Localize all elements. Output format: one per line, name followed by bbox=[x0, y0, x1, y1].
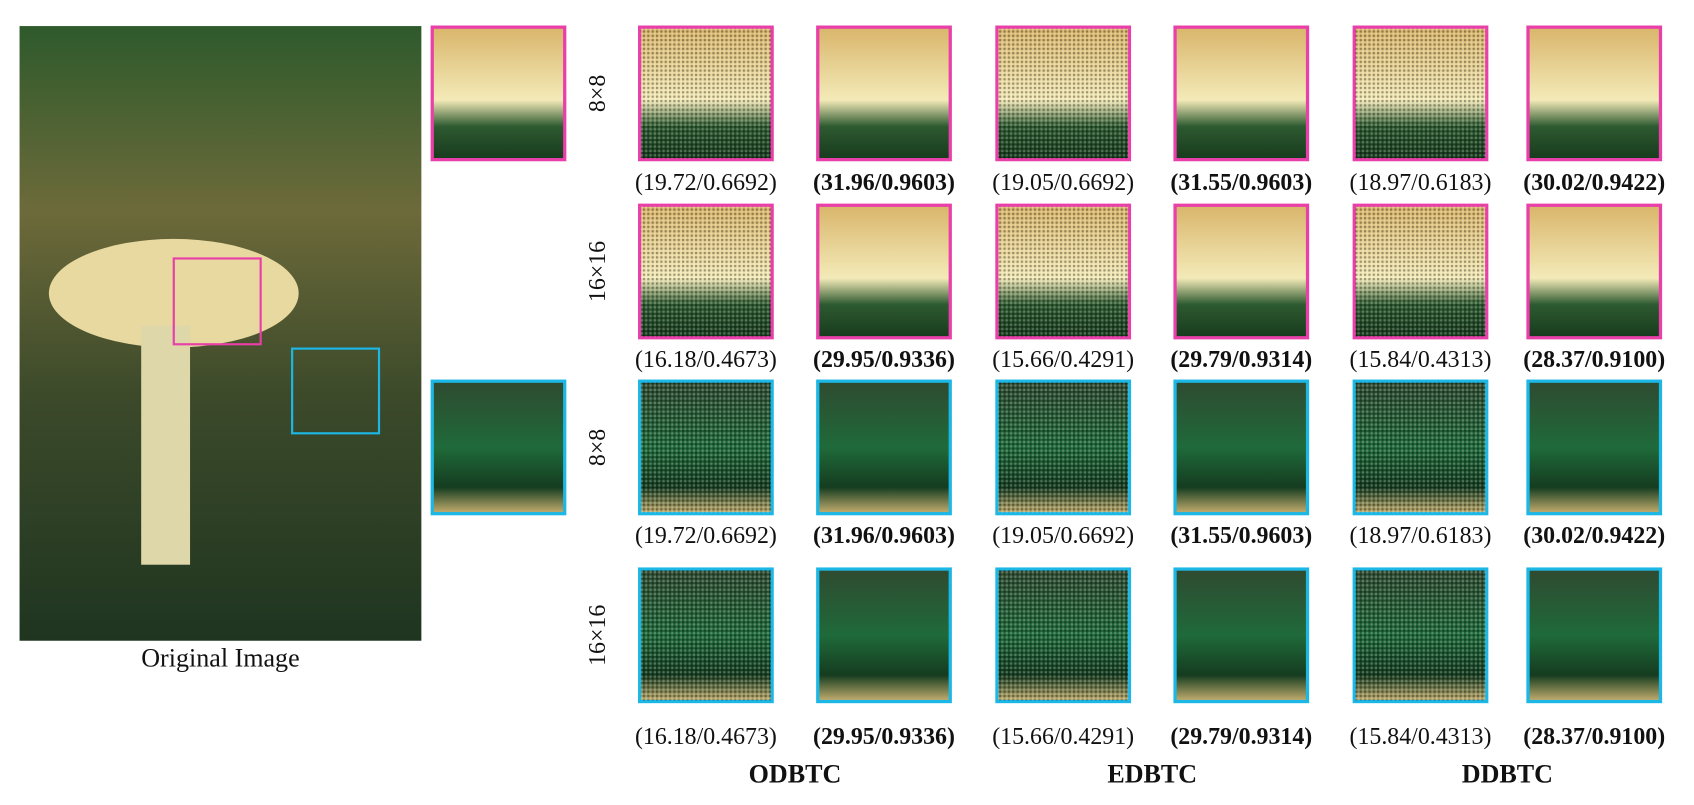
score: (30.02/0.9422) bbox=[1523, 523, 1665, 549]
score: (29.79/0.9314) bbox=[1170, 347, 1312, 373]
score: (29.79/0.9314) bbox=[1170, 724, 1312, 750]
score: (18.97/0.6183) bbox=[1350, 523, 1492, 549]
result-crop bbox=[816, 25, 952, 162]
score: (19.72/0.6692) bbox=[635, 170, 777, 196]
score: (16.18/0.4673) bbox=[635, 724, 777, 750]
result-crop bbox=[1526, 203, 1663, 340]
result-crop bbox=[1526, 379, 1663, 516]
result-crop bbox=[1173, 379, 1310, 516]
dither-texture bbox=[998, 382, 1129, 513]
score: (15.66/0.4291) bbox=[992, 724, 1134, 750]
dither-texture bbox=[998, 570, 1129, 701]
score: (15.84/0.4313) bbox=[1350, 724, 1492, 750]
result-crop bbox=[1173, 25, 1310, 162]
dither-texture bbox=[1355, 382, 1486, 513]
method-label: EDBTC bbox=[1107, 759, 1197, 788]
row-label: 8×8 bbox=[585, 75, 611, 112]
row-label: 8×8 bbox=[585, 429, 611, 466]
score: (31.55/0.9603) bbox=[1170, 170, 1312, 196]
score: (16.18/0.4673) bbox=[635, 347, 777, 373]
dither-texture bbox=[640, 570, 772, 701]
zoom-box bbox=[172, 257, 262, 346]
score: (19.72/0.6692) bbox=[635, 523, 777, 549]
dither-texture bbox=[640, 206, 772, 337]
content: Original Image 8×8 (19.72/0.6692) (31.96/0… bbox=[19, 25, 1665, 788]
score: (30.02/0.9422) bbox=[1523, 170, 1665, 196]
dither-texture bbox=[1355, 28, 1486, 159]
dither-texture bbox=[1355, 570, 1486, 701]
row-label: 16×16 bbox=[585, 241, 611, 302]
result-crop bbox=[1173, 203, 1310, 340]
mushroom-stem bbox=[141, 325, 191, 565]
row-label: 16×16 bbox=[585, 605, 611, 666]
score: (19.05/0.6692) bbox=[992, 523, 1134, 549]
score: (29.95/0.9336) bbox=[813, 724, 955, 750]
dither-texture bbox=[640, 382, 772, 513]
result-crop bbox=[816, 567, 952, 704]
result-crop bbox=[816, 203, 952, 340]
method-label: ODBTC bbox=[749, 759, 842, 788]
caption: Original Image bbox=[141, 643, 299, 672]
score: (28.37/0.9100) bbox=[1523, 724, 1665, 750]
method-label: DDBTC bbox=[1462, 759, 1553, 788]
score: (28.37/0.9100) bbox=[1523, 347, 1665, 373]
score: (15.84/0.4313) bbox=[1350, 347, 1492, 373]
result-crop bbox=[1173, 567, 1310, 704]
score: (31.96/0.9603) bbox=[813, 170, 955, 196]
result-crop bbox=[1526, 567, 1663, 704]
dither-texture bbox=[1355, 206, 1486, 337]
score: (19.05/0.6692) bbox=[992, 170, 1134, 196]
zoom-crop bbox=[430, 379, 567, 516]
score: (31.55/0.9603) bbox=[1170, 523, 1312, 549]
result-crop bbox=[816, 379, 952, 516]
dither-texture bbox=[998, 206, 1129, 337]
zoom-crop bbox=[430, 25, 567, 162]
dither-texture bbox=[998, 28, 1129, 159]
score: (29.95/0.9336) bbox=[813, 347, 955, 373]
score: (18.97/0.6183) bbox=[1350, 170, 1492, 196]
result-crop bbox=[1526, 25, 1663, 162]
score: (31.96/0.9603) bbox=[813, 523, 955, 549]
zoom-box bbox=[291, 347, 381, 435]
dither-texture bbox=[640, 28, 772, 159]
score: (15.66/0.4291) bbox=[992, 347, 1134, 373]
